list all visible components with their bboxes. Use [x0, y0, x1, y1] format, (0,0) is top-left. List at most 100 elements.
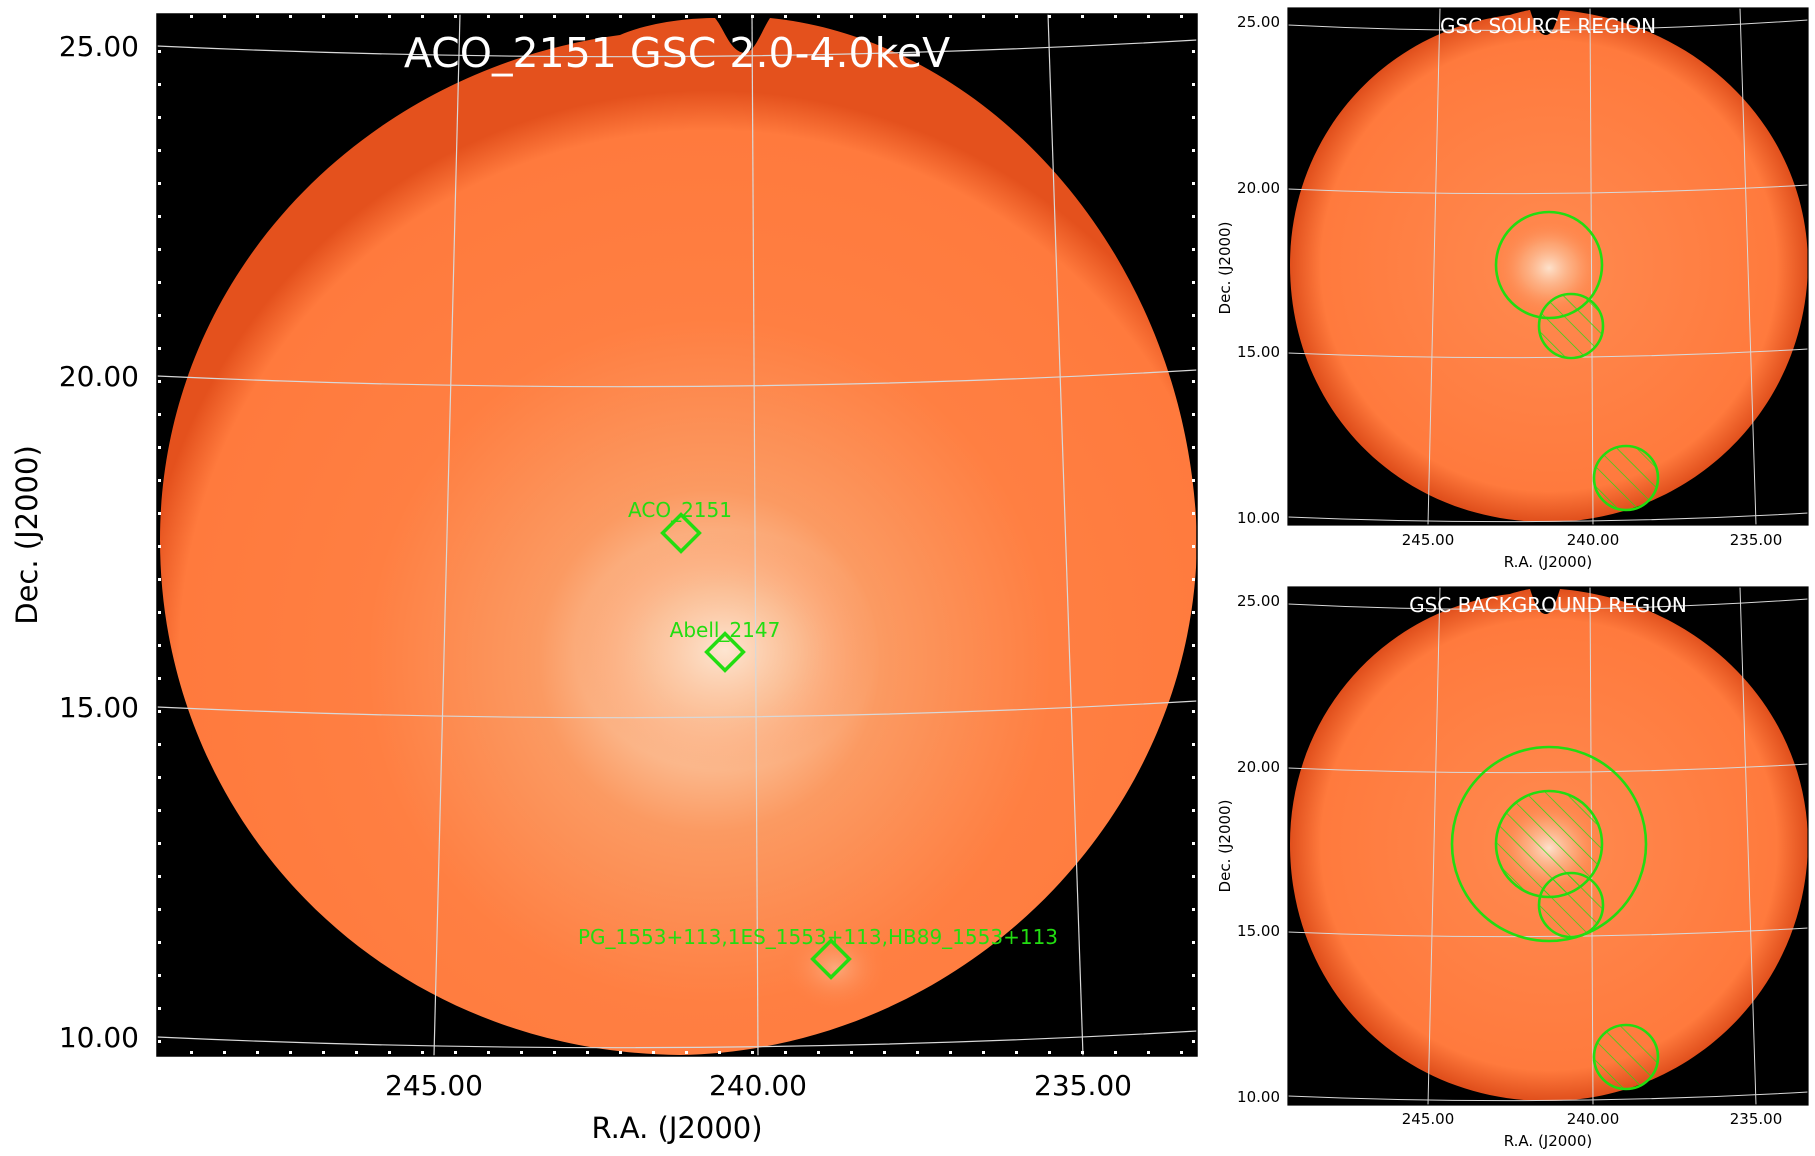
frame-tick-mark [1192, 413, 1195, 416]
background-x-tick: 240.00 [1567, 1110, 1620, 1128]
frame-tick-mark [158, 710, 161, 713]
source-panel-frame [1287, 7, 1809, 526]
frame-tick-mark [619, 15, 622, 18]
frame-tick-mark [1192, 281, 1195, 284]
frame-tick-mark [158, 941, 161, 944]
frame-tick-mark [1192, 974, 1195, 977]
source-panel-title: GSC SOURCE REGION [1440, 14, 1656, 38]
frame-tick-mark [158, 908, 161, 911]
aco2151-marker [660, 512, 702, 554]
frame-tick-mark [718, 1051, 721, 1054]
frame-tick-mark [158, 512, 161, 515]
frame-tick-mark [1192, 116, 1195, 119]
frame-tick-mark [652, 1051, 655, 1054]
main-y-tick: 15.00 [59, 691, 139, 724]
source-y-axis-label: Dec. (J2000) [1216, 222, 1234, 315]
frame-tick-mark [322, 15, 325, 18]
frame-tick-mark [685, 1051, 688, 1054]
frame-tick-mark [158, 842, 161, 845]
frame-tick-mark [1192, 1007, 1195, 1010]
frame-tick-mark [1180, 15, 1183, 18]
source-y-tick: 10.00 [1237, 509, 1280, 527]
frame-tick-mark [256, 1051, 259, 1054]
source-region-panel: GSC SOURCE REGION 25.00 20.00 15.00 10.0… [1216, 7, 1809, 571]
frame-tick-mark [751, 15, 754, 18]
frame-tick-mark [1192, 50, 1195, 53]
frame-tick-mark [1192, 809, 1195, 812]
frame-tick-mark [158, 347, 161, 350]
frame-tick-mark [223, 1051, 226, 1054]
frame-tick-mark [751, 1051, 754, 1054]
frame-tick-mark [1015, 1051, 1018, 1054]
frame-tick-mark [158, 545, 161, 548]
frame-tick-mark [1192, 182, 1195, 185]
frame-tick-mark [1192, 578, 1195, 581]
frame-tick-mark [1192, 677, 1195, 680]
frame-tick-mark [916, 1051, 919, 1054]
main-frame-ticks [158, 15, 1195, 1054]
frame-tick-mark [1192, 842, 1195, 845]
frame-tick-mark [158, 644, 161, 647]
frame-tick-mark [520, 1051, 523, 1054]
frame-tick-mark [158, 248, 161, 251]
frame-tick-mark [454, 1051, 457, 1054]
frame-tick-mark [158, 50, 161, 53]
frame-tick-mark [1192, 347, 1195, 350]
frame-tick-mark [158, 479, 161, 482]
frame-tick-mark [158, 182, 161, 185]
main-x-tick: 245.00 [385, 1069, 483, 1102]
frame-tick-mark [158, 149, 161, 152]
frame-tick-mark [850, 1051, 853, 1054]
frame-tick-mark [158, 776, 161, 779]
main-panel: ACO_2151 Abell_2147 PG_1553+113,1ES_1553… [10, 13, 1198, 1145]
frame-tick-mark [289, 1051, 292, 1054]
frame-tick-mark [158, 611, 161, 614]
source-x-tick: 245.00 [1402, 531, 1455, 549]
agn-emission [780, 923, 890, 1013]
frame-tick-mark [1192, 446, 1195, 449]
frame-tick-mark [158, 83, 161, 86]
frame-tick-mark [1192, 644, 1195, 647]
source-x-tick: 240.00 [1567, 531, 1620, 549]
background-annulus-outer [1450, 745, 1648, 943]
frame-tick-mark [158, 1040, 161, 1043]
frame-tick-mark [949, 1051, 952, 1054]
frame-tick-mark [1192, 1040, 1195, 1043]
frame-tick-mark [158, 578, 161, 581]
frame-tick-mark [158, 974, 161, 977]
source-x-axis-label: R.A. (J2000) [1504, 553, 1593, 571]
frame-tick-mark [1192, 776, 1195, 779]
frame-tick-mark [883, 1051, 886, 1054]
frame-tick-mark [916, 15, 919, 18]
main-x-tick: 235.00 [1034, 1069, 1132, 1102]
frame-tick-mark [421, 1051, 424, 1054]
main-y-axis-label: Dec. (J2000) [10, 445, 44, 625]
main-y-tick: 25.00 [59, 30, 139, 63]
source-markers: ACO_2151 Abell_2147 PG_1553+113,1ES_1553… [578, 498, 1058, 980]
main-y-tick: 20.00 [59, 360, 139, 393]
frame-tick-mark [883, 15, 886, 18]
frame-tick-mark [487, 15, 490, 18]
frame-tick-mark [1192, 479, 1195, 482]
frame-tick-mark [158, 116, 161, 119]
frame-tick-mark [1114, 15, 1117, 18]
frame-tick-mark [1048, 15, 1051, 18]
frame-tick-mark [1192, 248, 1195, 251]
excluded-region-abell2147 [1537, 292, 1605, 360]
background-y-tick: 10.00 [1237, 1088, 1280, 1106]
frame-tick-mark [619, 1051, 622, 1054]
main-x-tick: 240.00 [709, 1069, 807, 1102]
source-label-agn: PG_1553+113,1ES_1553+113,HB89_1553+113 [578, 925, 1058, 949]
background-excluded-agn [1592, 1023, 1660, 1091]
frame-tick-mark [1192, 545, 1195, 548]
frame-tick-mark [1081, 1051, 1084, 1054]
source-x-tick: 235.00 [1730, 531, 1783, 549]
frame-tick-mark [158, 314, 161, 317]
frame-tick-mark [1192, 710, 1195, 713]
frame-tick-mark [520, 15, 523, 18]
main-grid [157, 14, 1197, 1056]
frame-tick-mark [553, 15, 556, 18]
frame-tick-mark [388, 15, 391, 18]
frame-tick-mark [850, 15, 853, 18]
frame-tick-mark [487, 1051, 490, 1054]
